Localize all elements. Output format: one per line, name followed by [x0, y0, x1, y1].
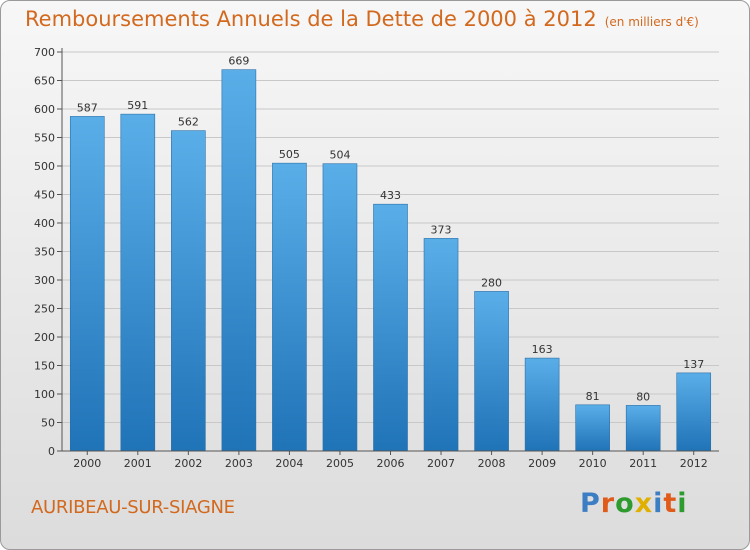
- value-label-2010: 81: [586, 390, 600, 403]
- y-tick-label: 250: [34, 303, 55, 316]
- x-tick-label-2010: 2010: [579, 457, 607, 470]
- bar-2003: [221, 69, 257, 452]
- proxiti-logo: Proxiti: [580, 488, 688, 519]
- y-tick-label: 200: [34, 331, 55, 344]
- value-label-2004: 505: [279, 148, 300, 161]
- y-tick-label: 350: [34, 246, 55, 259]
- bar-2012: [676, 372, 712, 452]
- y-tick-label: 700: [34, 46, 55, 59]
- x-tick-label-2004: 2004: [275, 457, 303, 470]
- value-label-2007: 373: [431, 223, 452, 236]
- x-tick-label-2008: 2008: [478, 457, 506, 470]
- axes: 0 50 100 150 200 250 300 350 400 450 500 550 600 650 7…: [34, 46, 719, 470]
- x-tick-label-2005: 2005: [326, 457, 354, 470]
- y-tick-label: 150: [34, 360, 55, 373]
- chart-title: Remboursements Annuels de la Dette de 20…: [25, 7, 699, 31]
- logo-letter: o: [615, 488, 635, 519]
- logo-letter: i: [653, 488, 664, 519]
- value-label-2005: 504: [329, 149, 350, 162]
- bar-2002: [171, 130, 206, 452]
- value-label-2011: 80: [636, 390, 650, 403]
- logo-letter: x: [634, 488, 654, 519]
- value-label-2002: 562: [178, 116, 199, 129]
- commune-name: AURIBEAU-SUR-SIAGNE: [31, 497, 235, 518]
- bar-2000: [69, 116, 105, 452]
- x-tick-label-2000: 2000: [73, 457, 101, 470]
- y-tick-label: 550: [34, 132, 55, 145]
- bar-2008: [474, 291, 509, 452]
- value-label-2006: 433: [380, 189, 401, 202]
- bar-2011: [625, 405, 661, 452]
- bar-2009: [524, 357, 560, 452]
- bar-2007: [423, 238, 459, 452]
- value-label-2003: 669: [228, 55, 249, 68]
- x-tick-label-2001: 2001: [124, 457, 152, 470]
- x-tick-label-2003: 2003: [225, 457, 253, 470]
- y-tick-label: 300: [34, 274, 55, 287]
- y-tick-label: 600: [34, 103, 55, 116]
- y-tick-label: 650: [34, 75, 55, 88]
- x-tick-label-2011: 2011: [629, 457, 657, 470]
- bar-2006: [373, 203, 408, 452]
- y-tick-label: 500: [34, 160, 55, 173]
- logo-letter: P: [580, 488, 601, 519]
- x-tick-label-2009: 2009: [528, 457, 556, 470]
- value-label-2000: 587: [77, 101, 98, 114]
- value-labels: 587 591 562 669 505 504 433 373 280 163 81 80 137: [77, 55, 704, 404]
- value-label-2008: 280: [481, 276, 502, 289]
- unit-note: (en milliers d'€): [604, 15, 699, 29]
- value-label-2009: 163: [532, 343, 553, 356]
- bar-2010: [575, 404, 610, 452]
- x-tick-label-2007: 2007: [427, 457, 455, 470]
- y-tick-label: 400: [34, 217, 55, 230]
- bar-2001: [120, 113, 156, 452]
- y-tick-label: 50: [41, 417, 55, 430]
- bar-2005: [322, 163, 358, 452]
- x-tick-label-2006: 2006: [377, 457, 405, 470]
- logo-letter: t: [663, 488, 678, 519]
- y-tick-label: 450: [34, 189, 55, 202]
- chart-title-text: Remboursements Annuels de la Dette de 20…: [25, 7, 597, 31]
- y-tick-label: 100: [34, 388, 55, 401]
- x-tick-label-2012: 2012: [680, 457, 708, 470]
- value-label-2001: 591: [127, 99, 148, 112]
- logo-letter: i: [677, 488, 688, 519]
- value-label-2012: 137: [683, 358, 704, 371]
- logo-letter: r: [600, 488, 616, 519]
- y-tick-label: 0: [48, 445, 55, 458]
- bar-2004: [272, 162, 307, 452]
- x-tick-label-2002: 2002: [174, 457, 202, 470]
